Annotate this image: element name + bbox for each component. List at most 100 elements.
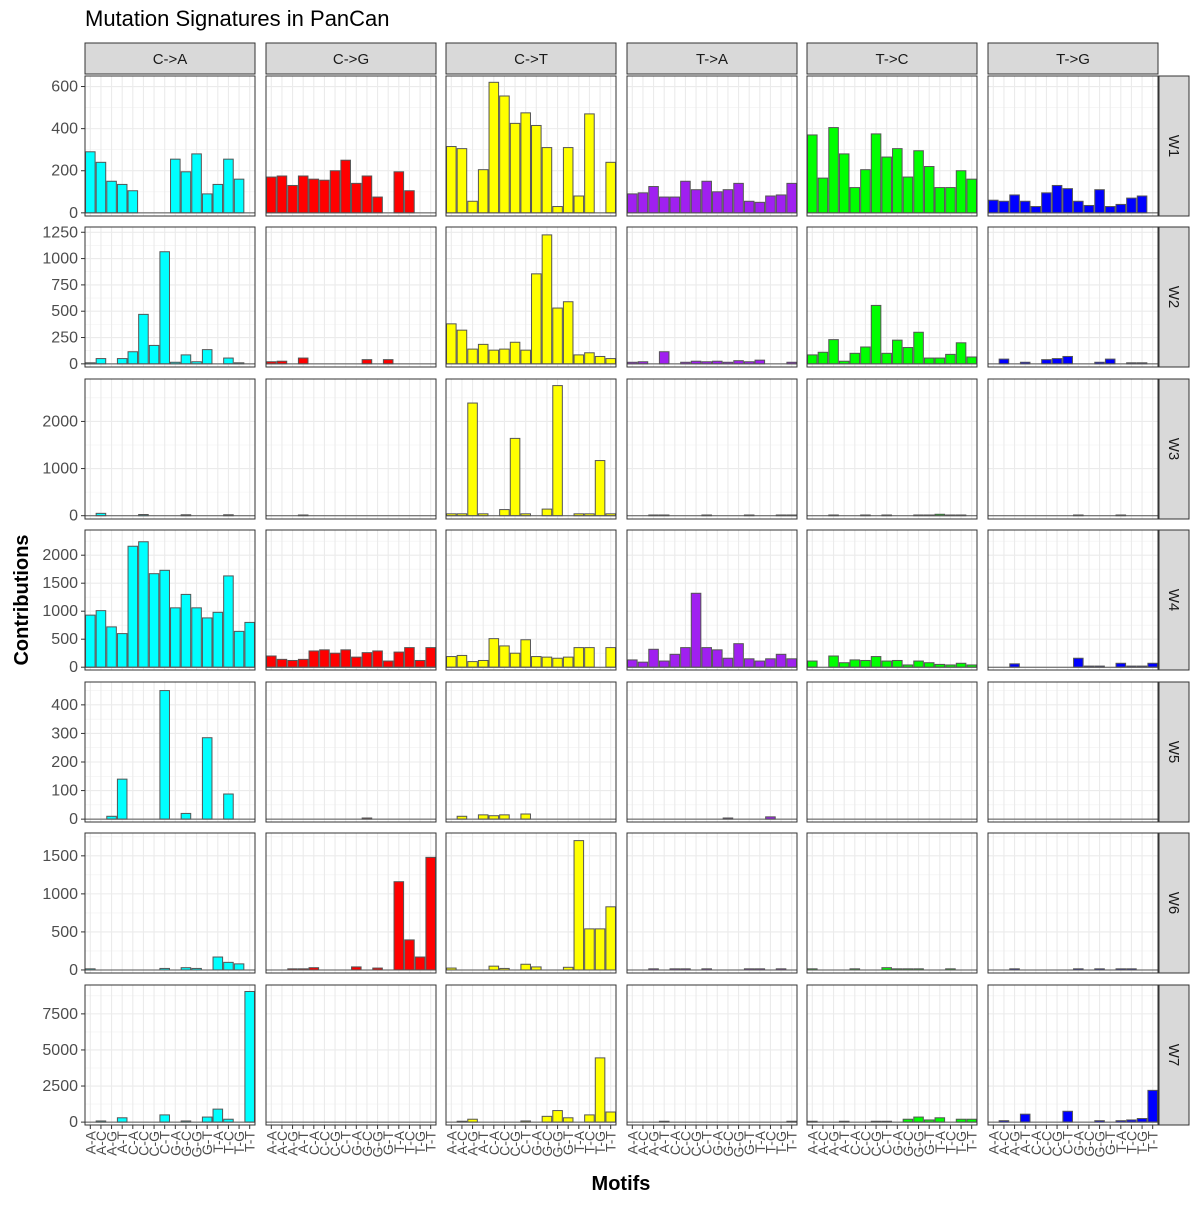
bar — [955, 170, 967, 214]
x-tick-label: C-G — [507, 1131, 523, 1157]
bar — [637, 661, 649, 668]
x-tick-label: A-T — [295, 1131, 311, 1154]
row-strip-label: W4 — [1165, 589, 1182, 612]
bar — [329, 170, 341, 214]
bar — [223, 575, 234, 668]
x-tick-label: G-G — [550, 1131, 566, 1157]
x-tick-label: A-T — [114, 1131, 130, 1154]
panel — [84, 529, 256, 671]
bar — [627, 659, 638, 668]
panel-background — [988, 682, 1158, 822]
bar — [127, 351, 139, 365]
panel-border — [445, 681, 617, 823]
bar — [605, 906, 616, 971]
panel-background — [266, 530, 436, 670]
panel — [445, 378, 617, 520]
bar — [446, 146, 457, 214]
bar — [733, 182, 744, 214]
x-tick-label: G-T — [1102, 1131, 1118, 1156]
bar — [509, 437, 521, 517]
panel-border — [626, 378, 798, 520]
panel-border — [265, 681, 437, 823]
bar — [849, 187, 861, 214]
bar — [849, 352, 861, 365]
y-tick-label: 500 — [51, 631, 78, 648]
y-tick-label: 400 — [51, 121, 78, 138]
x-tick-label: T-G — [773, 1131, 789, 1154]
bar — [287, 184, 298, 214]
bar — [860, 169, 871, 214]
panel-border — [84, 681, 256, 823]
x-tick-label: T-T — [964, 1131, 980, 1152]
x-tick-label: T-A — [391, 1130, 407, 1152]
bar — [870, 133, 882, 214]
bar — [404, 939, 415, 971]
x-tick-label: G-A — [167, 1130, 183, 1156]
y-tick-label: 0 — [69, 659, 78, 676]
panel — [806, 681, 978, 823]
panel-border — [626, 832, 798, 974]
bar — [1136, 195, 1148, 214]
bar — [627, 193, 638, 214]
x-tick-label: A-G — [1007, 1131, 1023, 1156]
x-tick-label: A-T — [475, 1131, 491, 1154]
x-tick-label: G-A — [528, 1130, 544, 1156]
bar — [1062, 355, 1073, 365]
bar — [95, 161, 107, 214]
panel-background — [988, 985, 1158, 1125]
bar — [712, 191, 723, 214]
x-tick-label: C-C — [496, 1131, 512, 1156]
column-strip — [84, 42, 256, 75]
bar — [743, 658, 755, 668]
bar — [1115, 203, 1127, 214]
bar — [340, 159, 351, 214]
x-tick-label: C-G — [146, 1131, 162, 1157]
panel — [445, 984, 617, 1126]
x-tick-label: A-C — [815, 1131, 831, 1155]
x-tick-label: T-A — [752, 1130, 768, 1152]
panel-background — [627, 682, 797, 822]
bar — [605, 1111, 616, 1123]
bar — [1115, 662, 1127, 668]
x-tick-label: C-C — [677, 1131, 693, 1156]
bar — [648, 648, 659, 668]
bar — [446, 323, 457, 365]
panel — [84, 226, 256, 368]
panel — [445, 226, 617, 368]
panel — [265, 75, 437, 217]
x-tick-label: G-C — [900, 1131, 916, 1157]
bar — [361, 359, 373, 365]
bar — [701, 647, 712, 668]
panel-background — [627, 227, 797, 367]
x-tick-label: A-G — [826, 1131, 842, 1156]
panel — [84, 832, 256, 974]
bar — [372, 650, 383, 668]
bar — [488, 815, 500, 820]
bar — [488, 81, 500, 214]
panel-background — [85, 227, 255, 367]
bar — [541, 656, 553, 668]
bar — [1147, 662, 1158, 668]
bar — [552, 307, 563, 365]
column-strip-label: T->A — [696, 51, 728, 68]
bar — [1041, 192, 1052, 214]
panel-background — [446, 985, 616, 1125]
y-tick-label: 1250 — [42, 224, 78, 241]
panel-border — [265, 529, 437, 671]
x-tick-label: G-T — [741, 1131, 757, 1156]
panel — [626, 984, 798, 1126]
bar — [754, 201, 766, 214]
x-tick-label: C-C — [316, 1131, 332, 1156]
bar — [786, 182, 797, 214]
panel-background — [266, 682, 436, 822]
x-tick-label: G-T — [380, 1131, 396, 1156]
x-tick-label: A-C — [274, 1131, 290, 1155]
column-strip-label: C->G — [333, 51, 369, 68]
bar — [499, 348, 510, 365]
bar — [446, 656, 457, 668]
bar — [594, 460, 606, 517]
x-tick-label: T-T — [423, 1131, 439, 1152]
bar — [201, 349, 213, 365]
x-tick-label: A-G — [465, 1131, 481, 1156]
x-tick-label: G-C — [1081, 1131, 1097, 1157]
